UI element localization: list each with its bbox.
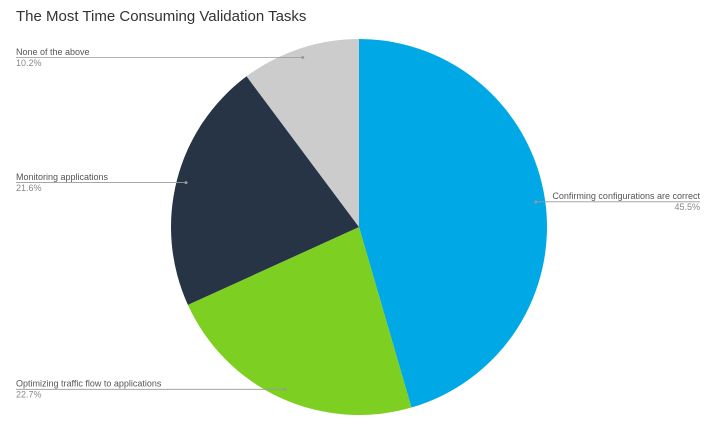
chart-title: The Most Time Consuming Validation Tasks [16, 8, 306, 25]
pie-slice [170, 76, 359, 305]
slice-label: Monitoring applications [16, 172, 109, 182]
pie-slice [359, 39, 547, 408]
slice-value-label: 22.7% [16, 390, 42, 400]
slice-label: None of the above [16, 47, 90, 57]
leader-dot [184, 181, 188, 185]
slice-value-label: 10.2% [16, 58, 42, 68]
slice-value-label: 45.5% [674, 202, 700, 212]
slice-value-label: 21.6% [16, 183, 42, 193]
slice-label: Optimizing traffic flow to applications [16, 379, 162, 389]
pie-slice [187, 227, 412, 415]
leader-dot [301, 55, 305, 59]
leader-dot [282, 387, 286, 391]
pie-slice [246, 39, 359, 227]
slice-label: Confirming configurations are correct [552, 191, 700, 201]
leader-dot [534, 200, 538, 204]
